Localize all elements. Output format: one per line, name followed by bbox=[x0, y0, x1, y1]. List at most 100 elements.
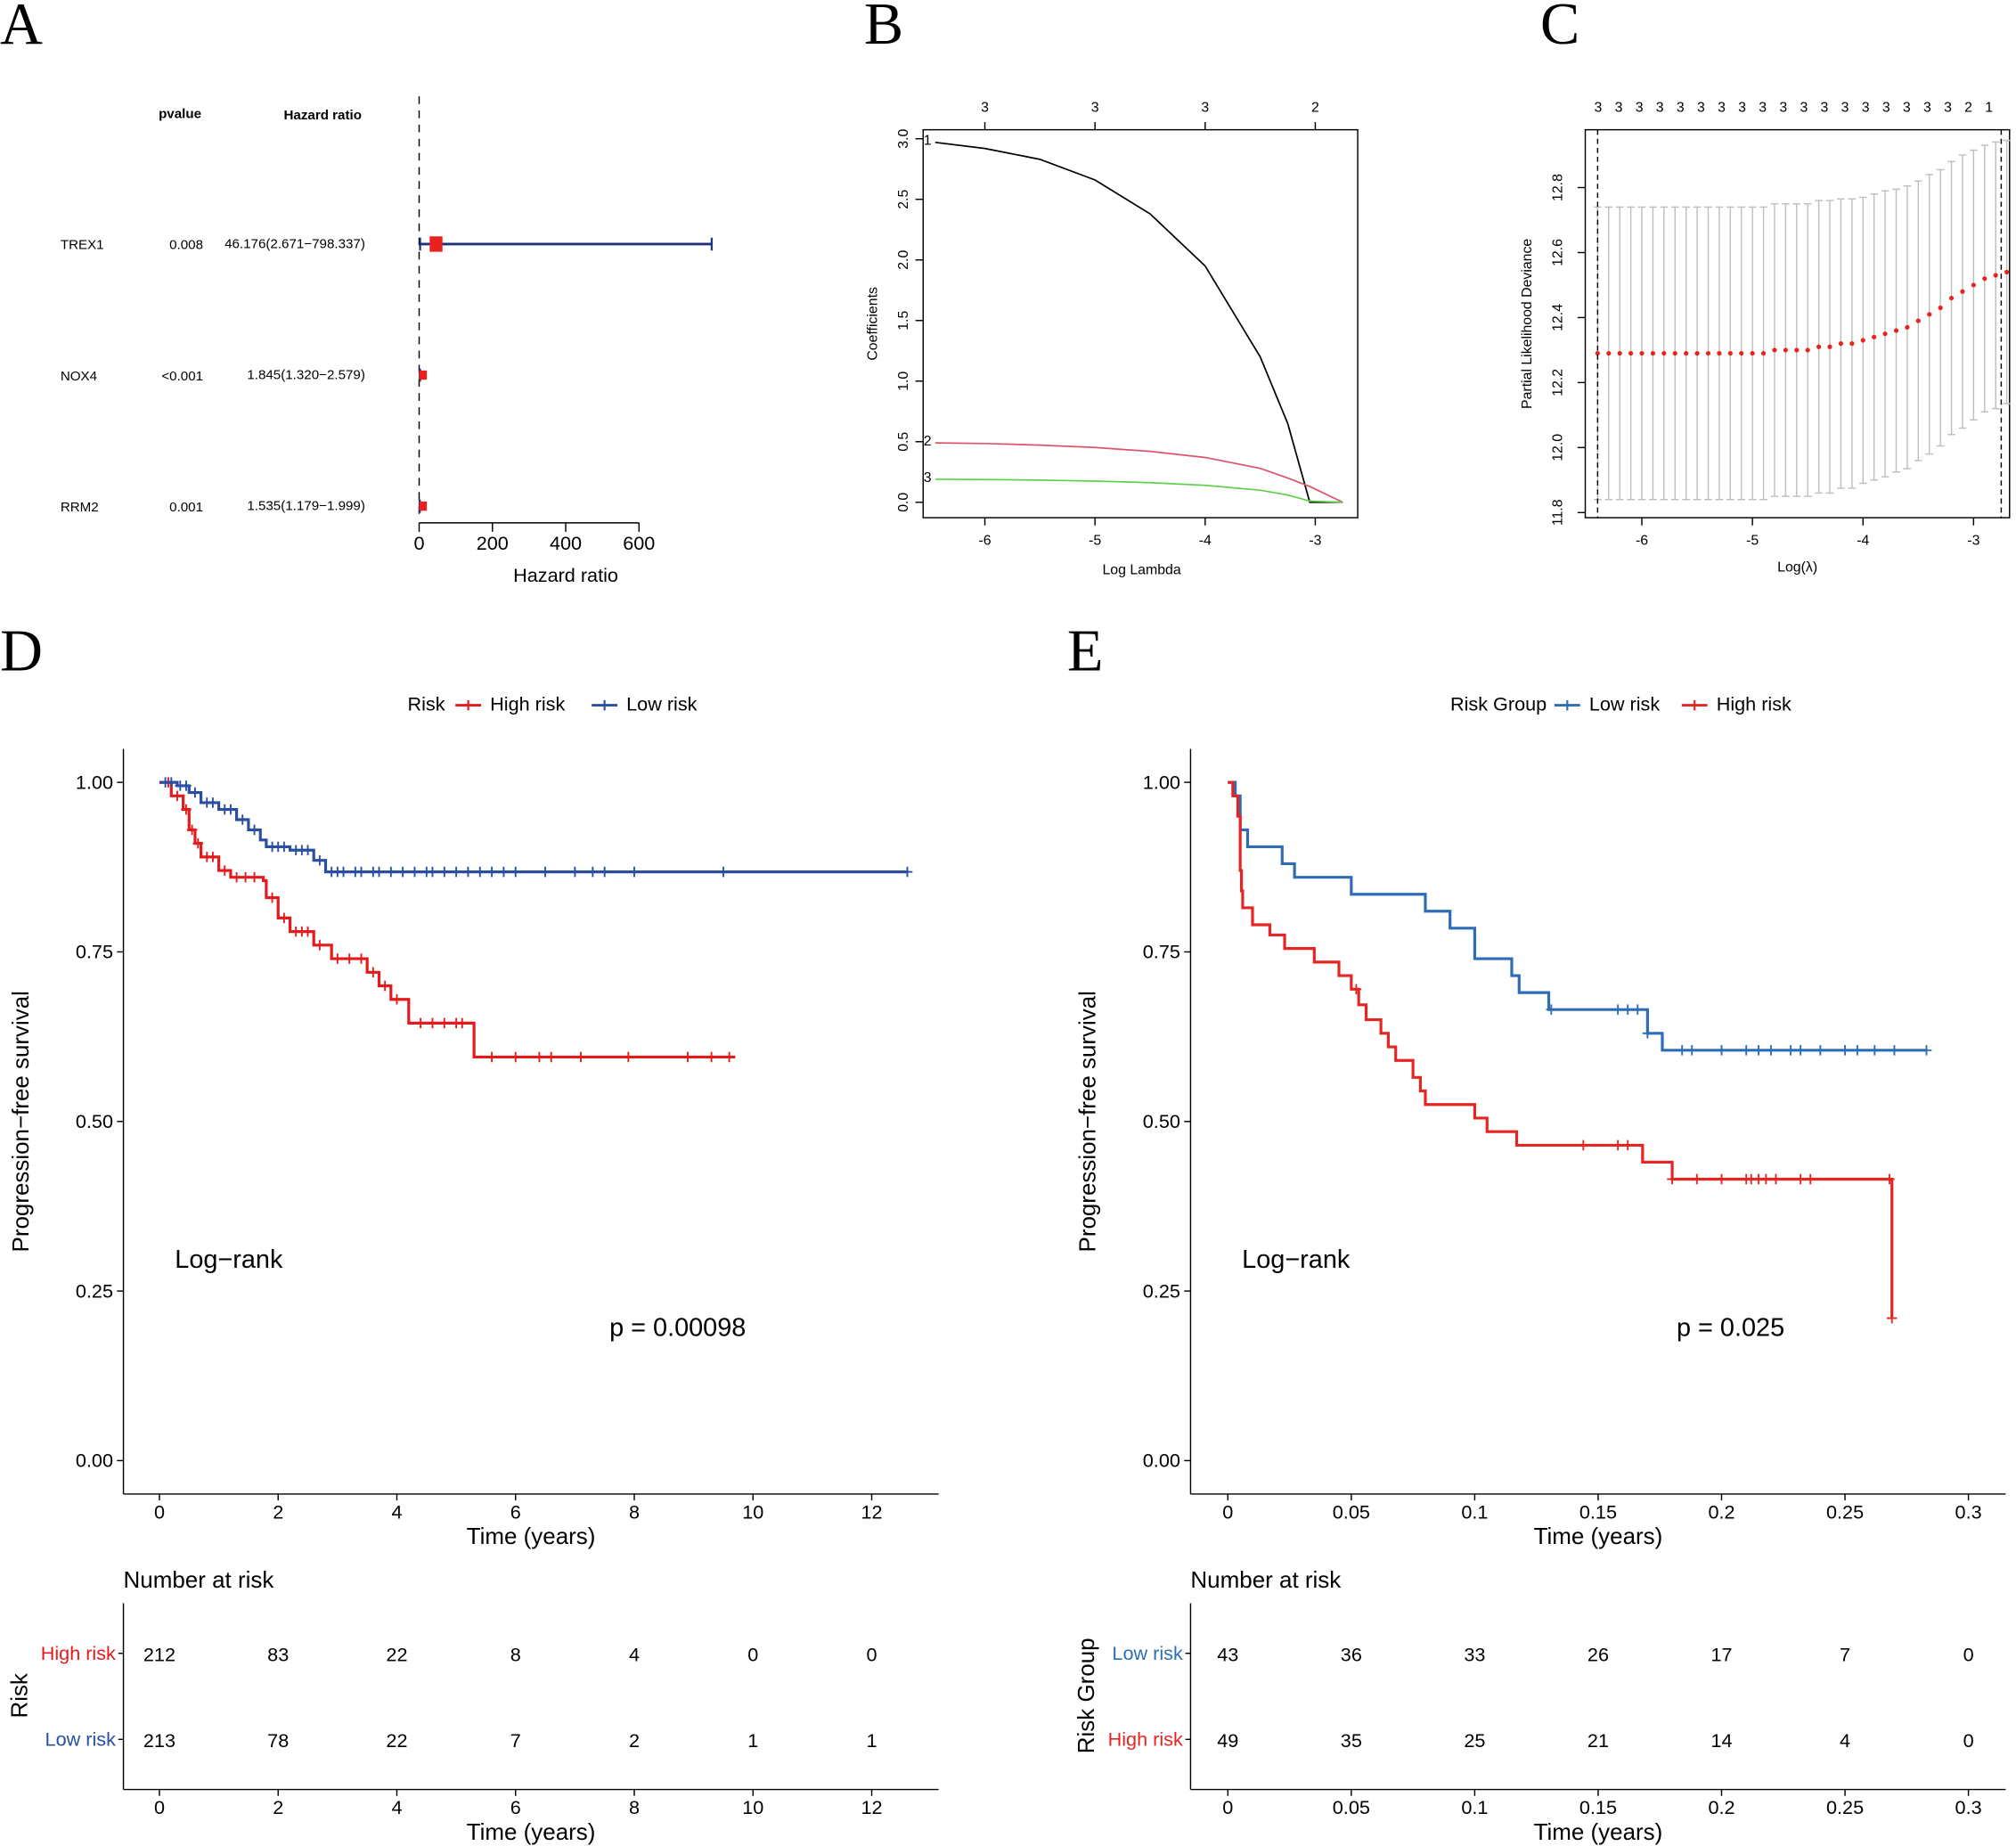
top-count-label: 3 bbox=[1800, 100, 1808, 115]
x-tick-label: 8 bbox=[629, 1796, 640, 1818]
cv-point bbox=[1915, 318, 1921, 323]
path-label: 2 bbox=[924, 434, 932, 449]
cv-point bbox=[1717, 350, 1722, 356]
y-tick-label: 0.25 bbox=[1143, 1279, 1180, 1302]
cv-point bbox=[1872, 334, 1877, 339]
x-tick-label: 0.1 bbox=[1461, 1796, 1488, 1818]
y-tick-label: 12.6 bbox=[1551, 239, 1566, 266]
y-tick-label: 0.00 bbox=[1143, 1450, 1180, 1472]
cv-point bbox=[1794, 347, 1800, 353]
top-count-label: 3 bbox=[1841, 100, 1849, 115]
legend-label: Low risk bbox=[626, 692, 698, 715]
cv-point bbox=[1960, 289, 1965, 294]
cv-point bbox=[1816, 344, 1822, 349]
gene-name: NOX4 bbox=[61, 369, 97, 384]
y-tick-label: 12.4 bbox=[1551, 304, 1566, 331]
risk-count: 212 bbox=[143, 1643, 175, 1665]
path-label: 3 bbox=[924, 470, 932, 486]
top-count-label: 3 bbox=[1821, 100, 1829, 115]
x-tick-label: 12 bbox=[861, 1500, 882, 1523]
cv-point bbox=[1948, 295, 1955, 301]
risk-row-label: High risk bbox=[41, 1642, 116, 1664]
cv-point bbox=[1595, 350, 1600, 356]
y-axis-title: Progression−free survival bbox=[7, 991, 34, 1252]
y-tick-label: 1.5 bbox=[896, 311, 911, 331]
x-tick-label: 0 bbox=[1222, 1796, 1233, 1818]
top-count-label: 3 bbox=[1882, 100, 1890, 115]
forest-plot: pvalue Hazard ratio TREX1 0.008 46.176(2.671… bbox=[61, 96, 713, 586]
cv-point bbox=[1672, 350, 1677, 356]
risk-count: 83 bbox=[267, 1643, 289, 1665]
y-axis-title: Coefficients bbox=[865, 287, 880, 361]
top-count-label: 3 bbox=[1697, 100, 1705, 115]
x-tick-label: 600 bbox=[623, 532, 655, 554]
cv-point bbox=[1993, 273, 1998, 278]
cv-point bbox=[1650, 350, 1656, 356]
x-tick-label: 0 bbox=[1222, 1500, 1233, 1523]
path-label: 1 bbox=[924, 134, 932, 149]
x-tick-label: 0.25 bbox=[1826, 1500, 1864, 1523]
x-tick-label: 200 bbox=[477, 532, 509, 554]
coefficient-path bbox=[935, 478, 1343, 503]
pvalue-header: pvalue bbox=[159, 107, 201, 122]
risk-count: 36 bbox=[1341, 1643, 1362, 1665]
risk-count: 0 bbox=[866, 1643, 877, 1665]
legend-title: Risk bbox=[408, 692, 445, 715]
x-axis-title: Log Lambda bbox=[1102, 563, 1180, 578]
y-tick-label: 1.0 bbox=[896, 372, 911, 391]
x-axis-title: Time (years) bbox=[1534, 1818, 1663, 1845]
coefficient-path bbox=[935, 442, 1343, 503]
y-tick-label: 0.50 bbox=[76, 1110, 113, 1132]
top-count-label: 3 bbox=[1862, 100, 1870, 115]
y-tick-label: 1.00 bbox=[1143, 771, 1180, 793]
panel-label-d: D bbox=[0, 619, 43, 684]
cv-point bbox=[1727, 350, 1733, 356]
x-tick-label: 0.05 bbox=[1333, 1796, 1370, 1818]
risk-table-y-title: Risk Group bbox=[1073, 1638, 1099, 1753]
risk-count: 1 bbox=[866, 1729, 877, 1752]
cv-point bbox=[1805, 347, 1810, 353]
y-tick-label: 0.75 bbox=[1143, 941, 1180, 963]
hazard-ratio-box bbox=[419, 370, 428, 380]
x-tick-label: 12 bbox=[861, 1796, 882, 1818]
cv-point bbox=[1739, 350, 1744, 356]
cv-point bbox=[1639, 350, 1645, 356]
x-tick-label: 0.2 bbox=[1708, 1796, 1734, 1818]
y-axis-title: Progression−free survival bbox=[1074, 991, 1101, 1252]
pvalue: <0.001 bbox=[161, 369, 203, 384]
x-tick-label: 400 bbox=[550, 532, 582, 554]
x-tick-label: 0 bbox=[154, 1500, 165, 1523]
cv-point bbox=[1772, 347, 1777, 353]
cv-point bbox=[1617, 350, 1622, 356]
survival-curve bbox=[159, 780, 908, 874]
top-count-label: 2 bbox=[1311, 100, 1319, 115]
y-tick-label: 0.00 bbox=[76, 1450, 113, 1472]
risk-row-label: High risk bbox=[1108, 1728, 1183, 1751]
risk-row-label: Low risk bbox=[1112, 1642, 1183, 1664]
x-axis-title: Hazard ratio bbox=[513, 564, 618, 586]
risk-count: 0 bbox=[747, 1643, 758, 1665]
risk-count: 8 bbox=[510, 1643, 521, 1665]
top-count-label: 3 bbox=[1738, 100, 1746, 115]
y-tick-label: 0.75 bbox=[76, 941, 113, 963]
top-count-label: 3 bbox=[1595, 100, 1603, 115]
km-plot-e: Risk Group Low risk High risk 0.00 0.25 0.50 0… bbox=[1073, 692, 2006, 1845]
pvalue-label: p = 0.025 bbox=[1677, 1314, 1784, 1343]
gene-name: RRM2 bbox=[61, 500, 99, 515]
x-tick-label: 4 bbox=[391, 1500, 402, 1523]
x-tick-label: 0.1 bbox=[1461, 1500, 1488, 1523]
legend-title: Risk Group bbox=[1450, 692, 1547, 715]
panel-label-c: C bbox=[1540, 0, 1579, 57]
risk-count: 0 bbox=[1963, 1729, 1974, 1752]
x-tick-label: 0 bbox=[413, 532, 424, 554]
top-count-label: 3 bbox=[1944, 100, 1952, 115]
top-count-label: 3 bbox=[981, 100, 989, 115]
y-tick-label: 1.00 bbox=[76, 771, 113, 793]
x-tick-label: 6 bbox=[510, 1500, 521, 1523]
risk-table-y-title: Risk bbox=[5, 1672, 32, 1718]
cv-point bbox=[1694, 350, 1700, 356]
top-count-label: 1 bbox=[1985, 100, 1993, 115]
risk-count: 4 bbox=[629, 1643, 640, 1665]
survival-curve bbox=[159, 780, 736, 1059]
x-tick-label: -3 bbox=[1967, 533, 1979, 548]
